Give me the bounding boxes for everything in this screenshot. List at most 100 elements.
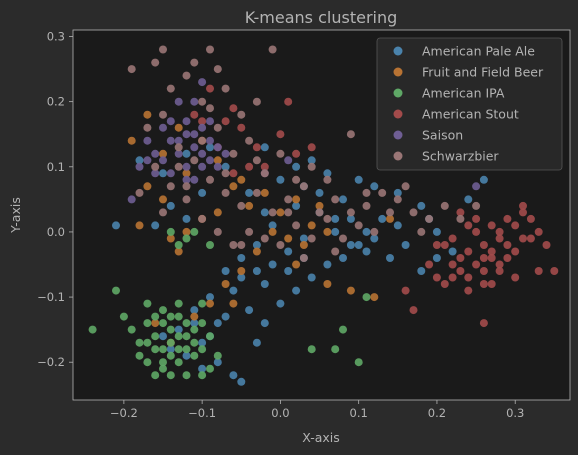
data-point [370,182,379,191]
data-point [213,143,222,152]
data-point [440,201,449,210]
data-point [206,136,214,145]
data-point [182,175,191,184]
data-point [182,71,191,80]
legend-marker [393,67,403,77]
data-point [143,319,152,328]
data-point [260,208,269,217]
data-point [182,130,191,139]
data-point [151,221,160,230]
data-point [159,319,167,328]
data-point [198,299,207,308]
data-point [213,358,222,367]
data-point [292,195,301,204]
data-point [112,286,120,295]
data-point [229,371,238,380]
data-point [166,325,175,334]
data-point [182,182,191,191]
x-axis-ticks: −0.2 −0.1 0.0 0.1 0.2 0.3 [110,400,524,420]
data-point [307,143,316,152]
data-point [206,104,214,113]
data-point [252,188,261,197]
data-point [159,208,167,217]
x-tick-label: −0.2 [110,406,138,420]
data-point [252,241,261,249]
data-point [440,280,449,288]
data-point [472,182,481,191]
x-tick-label: 0.1 [350,406,368,420]
data-point [166,371,175,380]
data-point [464,247,473,256]
data-point [448,247,457,256]
data-point [237,254,246,262]
data-point [206,84,214,93]
data-point [182,371,191,380]
data-point [174,325,183,334]
data-point [143,338,152,347]
data-point [354,358,363,367]
legend: American Pale Ale Fruit and Field Beer Ame… [376,37,563,171]
data-point [166,84,175,93]
data-point [166,351,175,360]
data-point [206,332,214,341]
data-point [198,319,207,328]
data-point [174,97,183,106]
data-point [346,241,355,249]
y-tick-label: 0.2 [47,95,65,109]
data-point [159,345,167,354]
data-point [119,312,128,321]
legend-marker [393,46,403,56]
data-point [182,149,191,158]
data-point [190,110,199,119]
data-point [292,221,301,230]
data-point [252,267,261,275]
data-point [198,214,207,223]
data-point [182,351,191,360]
data-point [401,241,410,249]
data-point [174,299,183,308]
data-point [276,175,285,184]
data-point [534,267,543,275]
data-point [127,195,136,204]
data-point [135,351,144,360]
data-point [307,156,316,165]
data-point [245,136,254,145]
y-axis-ticks: −0.2 −0.1 0.0 0.1 0.2 0.3 [37,30,73,369]
data-point [198,371,207,380]
data-point [260,143,269,152]
data-point [166,338,175,347]
data-point [362,247,371,256]
data-point [479,267,488,275]
data-point [198,78,207,87]
data-point [307,221,316,230]
data-point [299,234,308,243]
data-point [346,286,355,295]
data-point [448,260,457,269]
data-point [221,267,230,275]
data-point [339,195,347,204]
data-point [386,254,394,262]
data-point [409,208,418,217]
data-point [174,345,183,354]
data-point [221,280,230,288]
data-point [229,299,238,308]
data-point [339,254,347,262]
data-point [432,273,441,282]
data-point [221,149,230,158]
data-point [88,325,97,334]
data-point [268,227,277,236]
data-point [479,319,488,328]
legend-label: Saison [422,128,463,143]
y-tick-label: −0.1 [37,290,65,304]
data-point [159,169,167,178]
data-point [213,162,222,171]
data-point [190,312,199,321]
data-point [206,117,214,126]
data-point [206,156,214,165]
data-point [190,58,199,67]
data-point [472,260,481,269]
data-point [331,195,340,204]
data-point [315,208,324,217]
data-point [182,234,191,243]
data-point [425,260,434,269]
